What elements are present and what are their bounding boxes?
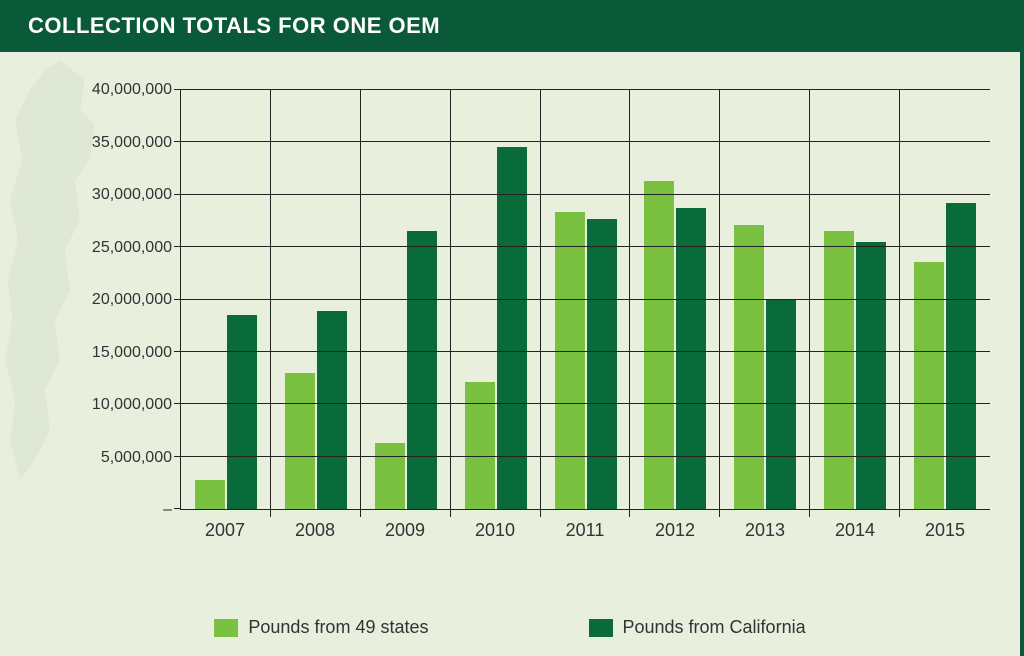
bar [317, 311, 347, 509]
bar [407, 231, 437, 509]
bar-group [900, 90, 990, 509]
gridline [181, 89, 990, 90]
bar [824, 231, 854, 509]
x-tick-label: 2010 [450, 510, 540, 550]
y-tick-mark [174, 89, 181, 90]
x-tick-label: 2014 [810, 510, 900, 550]
gridline [181, 403, 990, 404]
x-axis: 200720082009201020112012201320142015 [180, 510, 990, 550]
y-tick-mark [174, 299, 181, 300]
y-tick-label: – [62, 502, 172, 518]
chart-title: COLLECTION TOTALS FOR ONE OEM [0, 0, 1020, 52]
x-tick-label: 2009 [360, 510, 450, 550]
bar [555, 212, 585, 509]
bar [856, 242, 886, 509]
bar [734, 225, 764, 509]
y-tick-label: 5,000,000 [62, 450, 172, 466]
bar [465, 382, 495, 509]
x-tick-label: 2011 [540, 510, 630, 550]
y-tick-label: 30,000,000 [62, 187, 172, 203]
y-tick-label: 15,000,000 [62, 345, 172, 361]
y-tick-mark [174, 508, 181, 509]
y-tick-mark [174, 141, 181, 142]
gridline [181, 141, 990, 142]
legend-item: Pounds from California [589, 617, 806, 638]
bars-container [181, 90, 990, 509]
gridline [181, 194, 990, 195]
x-tick-label: 2008 [270, 510, 360, 550]
y-tick-label: 10,000,000 [62, 397, 172, 413]
y-tick-mark [174, 403, 181, 404]
bar [375, 443, 405, 509]
bar [227, 315, 257, 509]
y-tick-label: 25,000,000 [62, 240, 172, 256]
x-tick-label: 2007 [180, 510, 270, 550]
y-tick-label: 20,000,000 [62, 292, 172, 308]
x-tick-label: 2013 [720, 510, 810, 550]
bar-group [630, 90, 720, 509]
gridline [181, 299, 990, 300]
legend-swatch [589, 619, 613, 637]
legend-swatch [214, 619, 238, 637]
y-tick-mark [174, 351, 181, 352]
bar-group [271, 90, 361, 509]
bar-group [541, 90, 631, 509]
chart-area: – 5,000,000 10,000,000 15,000,000 20,000,000… [60, 90, 990, 550]
plot-area [180, 90, 990, 510]
bar-group [720, 90, 810, 509]
y-tick-mark [174, 246, 181, 247]
legend-item: Pounds from 49 states [214, 617, 428, 638]
gridline [181, 351, 990, 352]
bar [676, 208, 706, 509]
y-tick-mark [174, 456, 181, 457]
bar [497, 147, 527, 509]
bar [285, 373, 315, 509]
bar [946, 203, 976, 509]
chart-container: COLLECTION TOTALS FOR ONE OEM – 5,000,000… [0, 0, 1024, 656]
legend: Pounds from 49 states Pounds from Califor… [0, 617, 1020, 638]
x-tick-label: 2015 [900, 510, 990, 550]
legend-label: Pounds from 49 states [248, 617, 428, 638]
y-axis: –5,000,00010,000,00015,000,00020,000,000… [60, 90, 180, 510]
gridline [181, 456, 990, 457]
x-tick-label: 2012 [630, 510, 720, 550]
bar [195, 480, 225, 509]
y-tick-mark [174, 194, 181, 195]
bar-group [181, 90, 271, 509]
gridline [181, 246, 990, 247]
bar-group [451, 90, 541, 509]
legend-label: Pounds from California [623, 617, 806, 638]
bar-group [810, 90, 900, 509]
bar [644, 181, 674, 509]
bar-group [361, 90, 451, 509]
y-tick-label: 40,000,000 [62, 82, 172, 98]
y-tick-label: 35,000,000 [62, 135, 172, 151]
bar [766, 300, 796, 510]
bar [587, 219, 617, 509]
